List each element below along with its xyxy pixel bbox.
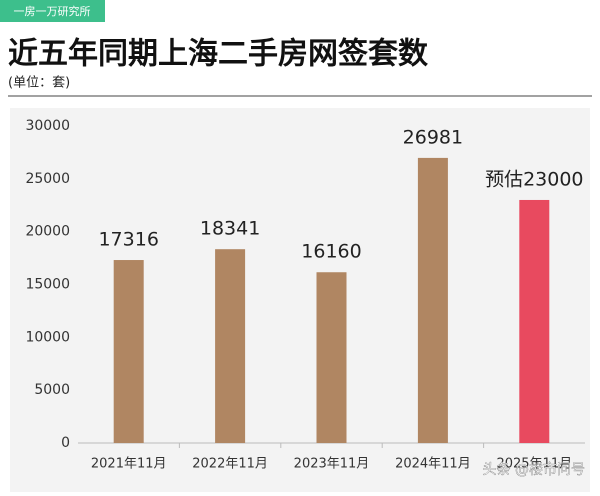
- x-tick-label: 2022年11月: [192, 457, 268, 472]
- title: 近五年同期上海二手房网签套数: [8, 37, 429, 72]
- bar: [215, 249, 246, 443]
- chart-panel: [10, 108, 590, 492]
- unit: (单位：套): [8, 75, 70, 91]
- watermark: 头条 @楼市问号: [483, 461, 585, 478]
- x-tick-label: 2023年11月: [294, 457, 370, 472]
- x-tick-label: 2025年11月: [496, 457, 572, 472]
- bar: [519, 199, 550, 443]
- tag-bg: [0, 0, 105, 22]
- tag: 一房一万研究所: [14, 4, 91, 18]
- y-tick-label: 5000: [34, 382, 70, 398]
- value-label: 16160: [301, 241, 361, 263]
- y-tick-label: 10000: [25, 329, 70, 345]
- value-label: 预估23000: [485, 168, 583, 190]
- bar: [316, 272, 347, 443]
- x-tick-label: 2021年11月: [91, 457, 167, 472]
- y-tick-label: 25000: [25, 171, 70, 187]
- y-tick-label: 30000: [25, 118, 70, 134]
- y-tick-label: 20000: [25, 224, 70, 240]
- y-tick-label: 0: [61, 435, 70, 451]
- bar: [417, 157, 448, 444]
- value-label: 18341: [200, 218, 260, 240]
- value-label: 17316: [98, 229, 158, 251]
- x-tick-label: 2024年11月: [395, 457, 471, 472]
- bar: [113, 260, 144, 443]
- y-tick-label: 15000: [25, 277, 70, 293]
- value-label: 26981: [403, 126, 463, 148]
